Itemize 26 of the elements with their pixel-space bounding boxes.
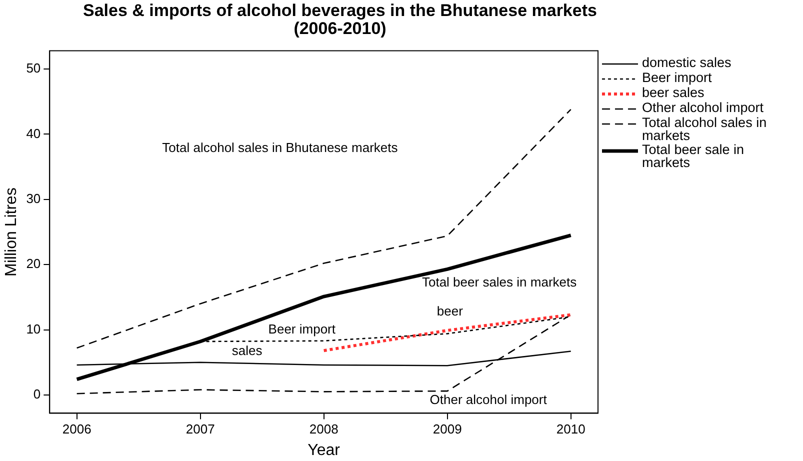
x-tick-label: 2009: [432, 422, 462, 437]
x-axis-title: Year: [308, 442, 341, 459]
legend-label: Total beer sale in markets: [642, 142, 746, 170]
legend-label: Other alcohol import: [642, 100, 764, 115]
y-tick-label: 50: [26, 60, 41, 76]
annotation: Total alcohol sales in Bhutanese markets: [162, 140, 398, 156]
y-tick-label: 30: [26, 190, 41, 206]
x-tick-label: 2010: [556, 422, 586, 437]
y-tick-label: 20: [26, 256, 41, 272]
annotation: Beer import: [268, 321, 336, 336]
y-tick-label: 40: [26, 126, 41, 141]
legend-label: Beer import: [642, 70, 712, 85]
x-tick-label: 2007: [186, 422, 215, 437]
y-axis-title: Million Litres: [3, 188, 20, 276]
chart-title: Sales & imports of alcohol beverages in the Bhutanese markets (2006-2010): [82, 1, 598, 38]
y-tick-label: 0: [33, 386, 41, 402]
annotation: Total beer sales in markets: [422, 274, 578, 290]
legend-label: beer sales: [642, 85, 704, 100]
annotation: beer: [436, 303, 464, 318]
legend-label: Total alcohol sales in markets: [642, 115, 768, 143]
annotation: sales: [232, 343, 263, 358]
y-tick-label: 10: [26, 321, 41, 336]
annotation: Other alcohol import: [430, 392, 548, 408]
x-tick-label: 2006: [62, 422, 92, 437]
legend-label: domestic sales: [642, 55, 732, 70]
x-tick-label: 2008: [309, 422, 338, 437]
